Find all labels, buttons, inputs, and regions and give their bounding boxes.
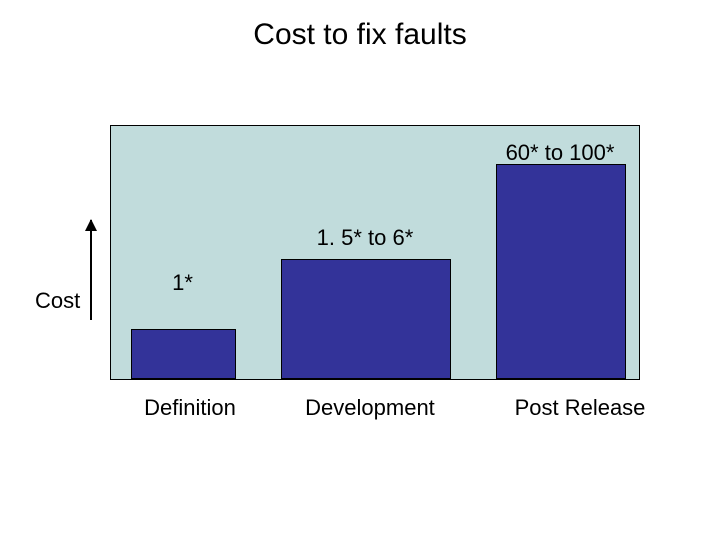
x-label-post-release: Post Release xyxy=(500,395,660,421)
bar-label-development: 1. 5* to 6* xyxy=(265,225,465,251)
chart-title: Cost to fix faults xyxy=(0,18,720,52)
bar-definition xyxy=(131,329,236,379)
cost-arrow-icon xyxy=(90,220,92,320)
x-label-definition: Definition xyxy=(110,395,270,421)
y-axis-label: Cost xyxy=(35,288,80,314)
bar-label-post-release: 60* to 100* xyxy=(460,140,660,166)
slide: Cost to fix faults 1* 1. 5* to 6* 60* to… xyxy=(0,0,720,540)
bar-development xyxy=(281,259,451,379)
bar-label-definition: 1* xyxy=(83,270,283,296)
bar-post-release xyxy=(496,164,626,379)
x-label-development: Development xyxy=(290,395,450,421)
